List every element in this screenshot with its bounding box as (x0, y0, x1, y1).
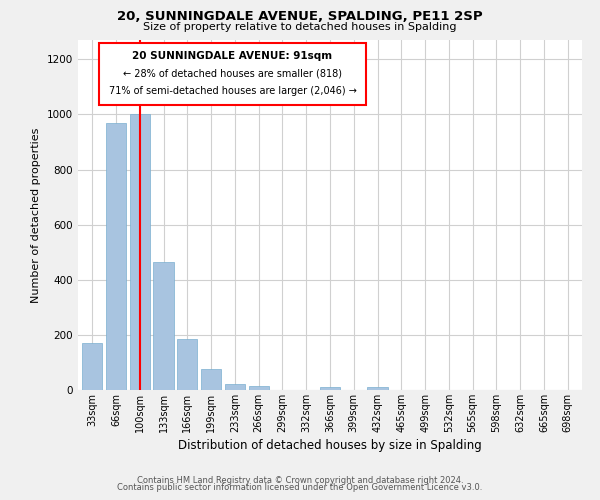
Bar (225, 384, 245, 390)
Bar (201, 370, 221, 390)
Text: 71% of semi-detached houses are larger (2,046) →: 71% of semi-detached houses are larger (… (109, 86, 356, 96)
Text: Size of property relative to detached houses in Spalding: Size of property relative to detached ho… (143, 22, 457, 32)
Y-axis label: Number of detached properties: Number of detached properties (31, 128, 41, 302)
X-axis label: Distribution of detached houses by size in Spalding: Distribution of detached houses by size … (178, 439, 482, 452)
Text: Contains HM Land Registry data © Crown copyright and database right 2024.: Contains HM Land Registry data © Crown c… (137, 476, 463, 485)
Bar (177, 339, 197, 390)
Text: 20 SUNNINGDALE AVENUE: 91sqm: 20 SUNNINGDALE AVENUE: 91sqm (133, 52, 332, 62)
Bar (82, 343, 103, 390)
Bar (130, 114, 150, 390)
Bar (106, 122, 126, 390)
FancyBboxPatch shape (100, 43, 365, 105)
Bar (367, 387, 388, 390)
Text: Contains public sector information licensed under the Open Government Licence v3: Contains public sector information licen… (118, 484, 482, 492)
Bar (248, 386, 269, 390)
Text: 20, SUNNINGDALE AVENUE, SPALDING, PE11 2SP: 20, SUNNINGDALE AVENUE, SPALDING, PE11 2… (117, 10, 483, 23)
Text: ← 28% of detached houses are smaller (818): ← 28% of detached houses are smaller (81… (123, 69, 342, 79)
Bar (320, 387, 340, 390)
Bar (154, 262, 173, 390)
